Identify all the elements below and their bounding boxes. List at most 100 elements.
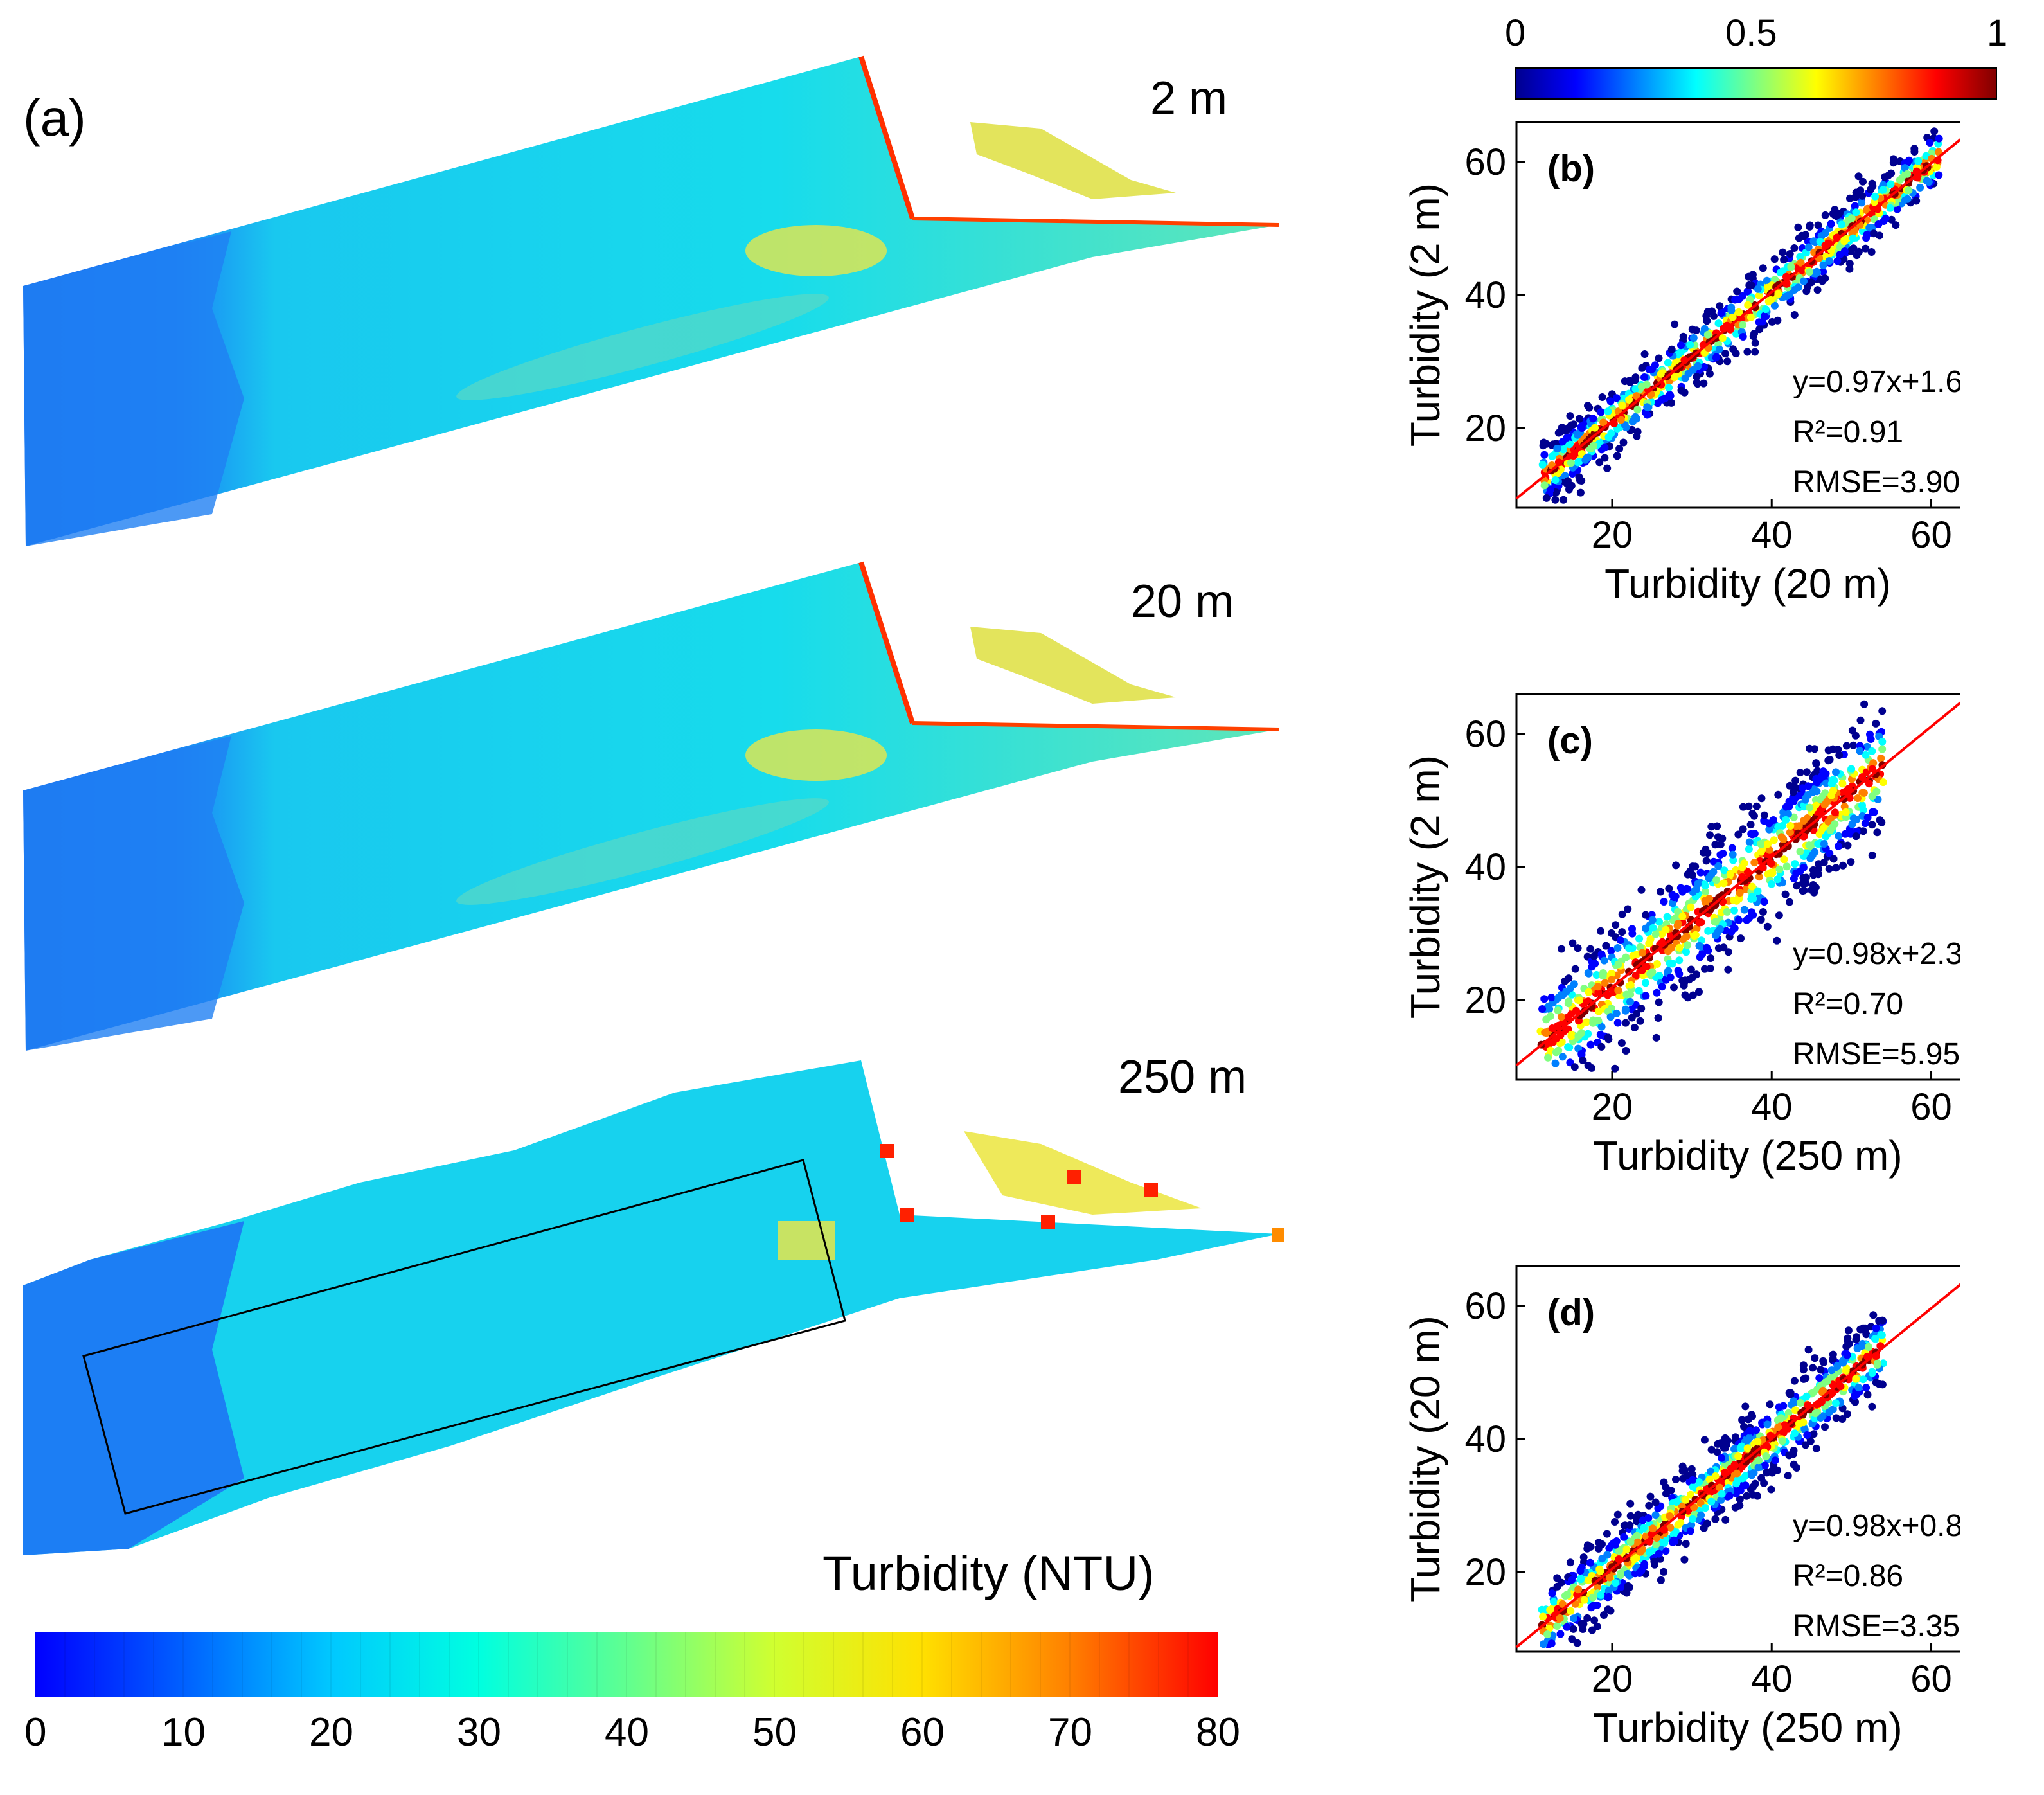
scatter-point	[1543, 1630, 1552, 1639]
turbidity-colorbar-tick: 20	[309, 1710, 353, 1755]
scatter-point	[1804, 243, 1813, 251]
scatter-point	[1621, 1006, 1630, 1015]
scatter-point	[1664, 359, 1672, 367]
scatter-point	[1599, 972, 1607, 980]
scatter-point	[1770, 301, 1779, 310]
scatter-point	[1653, 988, 1661, 997]
scatter-point	[1794, 223, 1802, 231]
scatter-point	[1670, 983, 1678, 992]
scatter-point	[1693, 924, 1701, 933]
scatter-point	[1740, 1422, 1748, 1431]
scatter-point	[1847, 858, 1855, 866]
scatter-point	[1878, 1380, 1887, 1389]
scatter-point	[1551, 476, 1560, 484]
scatter-point	[1853, 1333, 1861, 1341]
x-tick-label: 20	[1592, 514, 1633, 556]
scatter-point	[1806, 268, 1813, 276]
scatter-point	[1852, 208, 1860, 217]
scatter-point	[1870, 229, 1878, 238]
scatter-point	[1635, 987, 1643, 995]
scatter-point	[1597, 927, 1605, 935]
scatter-point	[1868, 852, 1876, 859]
scatter-point	[1701, 888, 1709, 896]
scatter-point	[1754, 285, 1762, 293]
scatter-point	[1613, 452, 1621, 460]
scatter-point	[1827, 220, 1835, 228]
scatter-point	[1800, 832, 1808, 841]
scatter-point	[1813, 767, 1822, 775]
scatter-point	[1829, 1355, 1837, 1363]
turbidity-colorbar-tick: 70	[1048, 1710, 1092, 1755]
scatter-point	[1583, 454, 1591, 462]
scatter-point	[1716, 841, 1725, 849]
x-tick-label: 40	[1751, 514, 1793, 556]
scatter-point	[1712, 353, 1721, 361]
scatter-point	[1871, 192, 1880, 201]
scatter-point	[1916, 183, 1924, 192]
scatter-point	[1579, 1553, 1588, 1562]
scatter-point	[1662, 1490, 1670, 1498]
scatter-point	[1619, 438, 1628, 447]
scatter-point	[1759, 317, 1766, 326]
scatter-point	[1887, 180, 1895, 188]
scatter-point	[1637, 886, 1646, 894]
scatter-point	[1568, 990, 1576, 999]
scatter-point	[1567, 1607, 1575, 1615]
scatter-point	[1766, 1400, 1774, 1409]
scatter-point	[1567, 459, 1575, 467]
scatter-point	[1804, 1346, 1813, 1354]
scatter-point	[1935, 134, 1943, 143]
scatter-point	[1610, 1539, 1618, 1548]
scatter-point	[1795, 234, 1803, 242]
scatter-point	[1684, 941, 1692, 949]
scatter-point	[1789, 788, 1797, 796]
scatter-point	[1711, 918, 1720, 926]
scatter-point	[1912, 197, 1921, 205]
scatter-point	[1606, 397, 1615, 406]
fit-equation: y=0.97x+1.63	[1793, 365, 1960, 399]
scatter-point	[1901, 164, 1909, 172]
scatter-point	[1910, 145, 1919, 153]
scatter-point	[1848, 726, 1856, 735]
scatter-point	[1833, 257, 1842, 265]
scatter-point	[1837, 220, 1845, 229]
scatter-point	[1671, 373, 1678, 382]
scatter-point	[1739, 803, 1747, 811]
scatter-point	[1766, 296, 1775, 304]
scatter-point	[1641, 979, 1649, 987]
scatter-point	[1633, 427, 1642, 436]
map-20m	[23, 561, 1279, 1051]
scatter-point	[1817, 1414, 1825, 1422]
scatter-point	[1854, 1384, 1863, 1392]
scatter-point	[1655, 918, 1664, 926]
scatter-point	[1563, 1590, 1571, 1598]
scatter-point	[1842, 1343, 1851, 1351]
r-squared: R²=0.70	[1793, 987, 1903, 1021]
scatter-point	[1541, 1028, 1549, 1037]
scatter-point	[1849, 234, 1857, 242]
scatter-point	[1880, 217, 1888, 225]
scatter-point	[1666, 391, 1675, 400]
scatter-point	[1567, 984, 1574, 992]
scatter-point	[1749, 911, 1757, 919]
scatter-point	[1604, 433, 1613, 442]
scatter-point	[1754, 1463, 1763, 1472]
scatter-point	[1707, 1497, 1716, 1506]
scatter-point	[1838, 780, 1847, 788]
scatter-point	[1706, 964, 1714, 972]
scatter-point	[1638, 382, 1646, 391]
scatter-point	[1886, 204, 1894, 212]
scatter-point	[1590, 442, 1597, 450]
scatter-point	[1751, 339, 1759, 347]
scatter-point	[1594, 983, 1602, 991]
scatter-point	[1704, 927, 1712, 935]
scatter-point	[1585, 969, 1593, 978]
scatter-point	[1569, 1625, 1577, 1633]
scatter-point	[1572, 1006, 1580, 1015]
scatter-point	[1755, 873, 1763, 881]
scatter-point	[1665, 884, 1673, 893]
scatter-point	[1721, 1515, 1730, 1524]
scatter-point	[1757, 794, 1766, 803]
scatter-point	[1612, 1579, 1620, 1587]
scatter-point	[1723, 907, 1731, 916]
